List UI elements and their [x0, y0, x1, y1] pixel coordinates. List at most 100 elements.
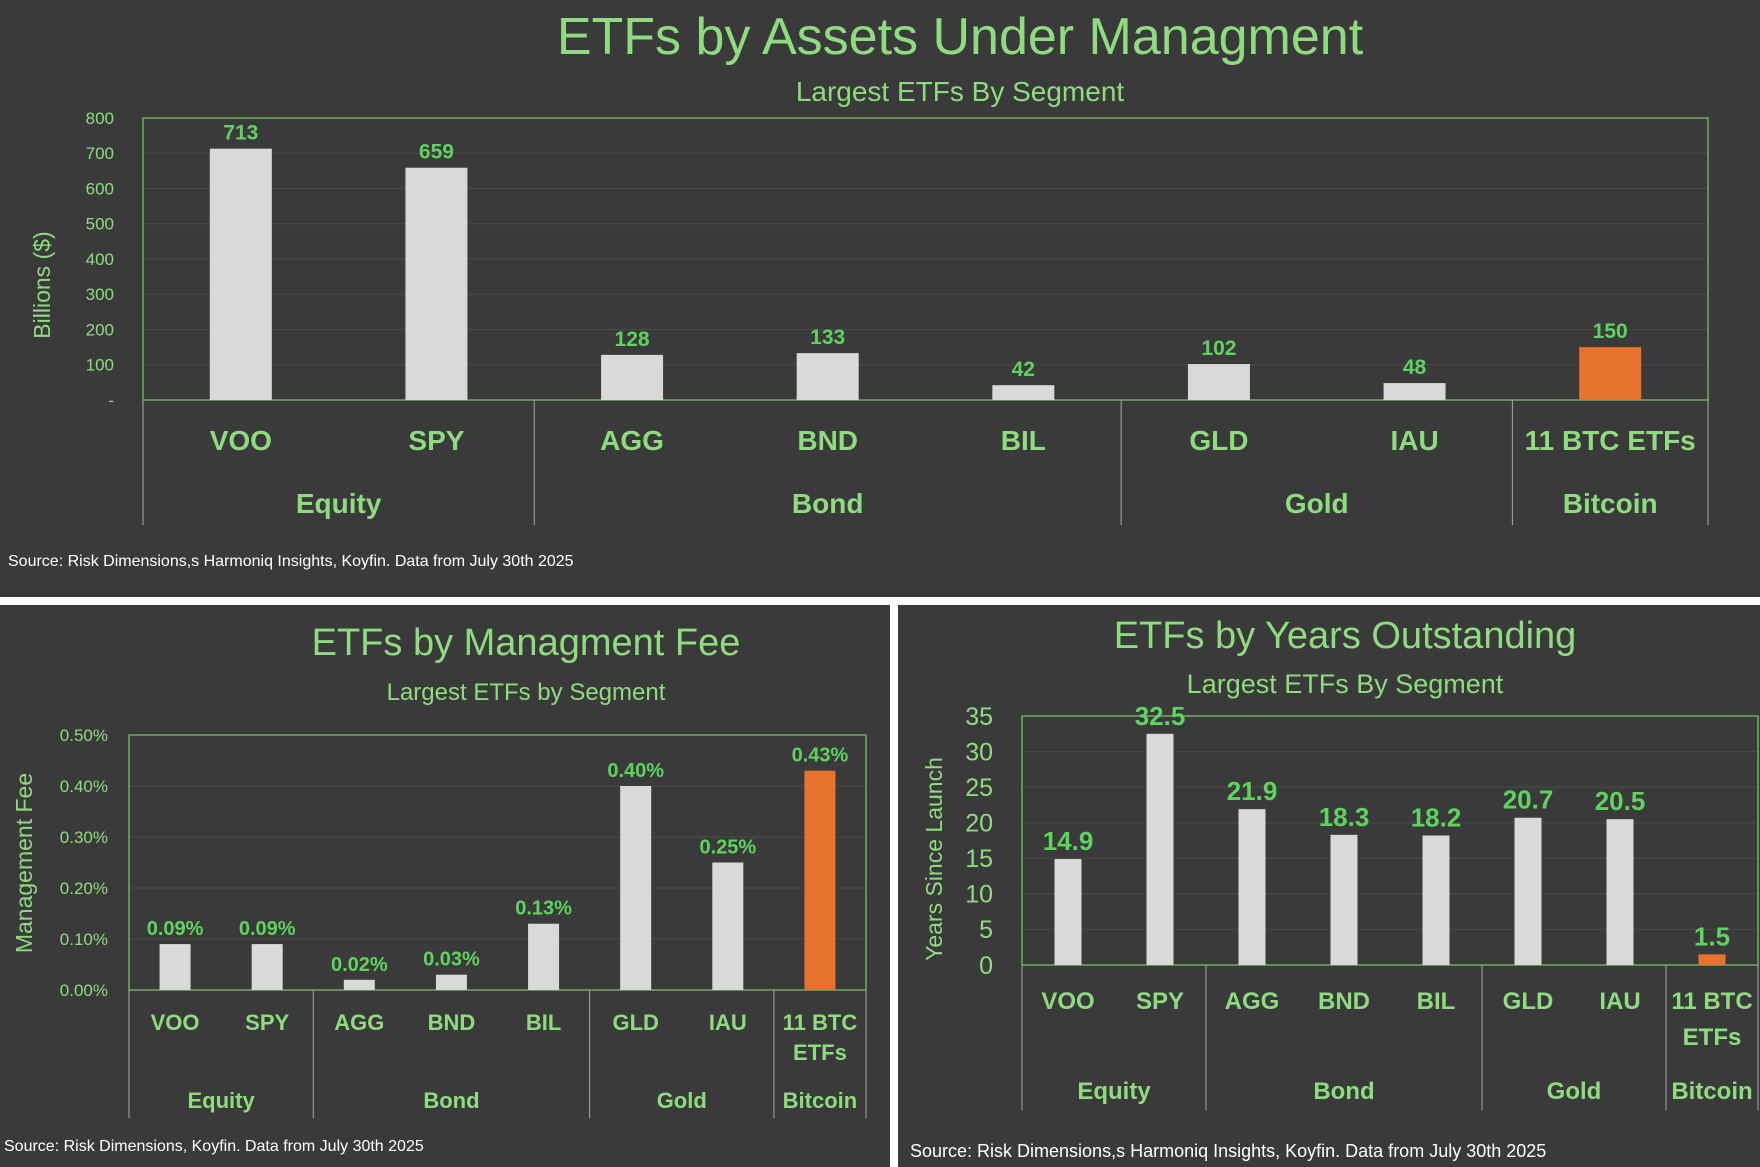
bar-iau	[712, 862, 744, 990]
category-label: VOO	[151, 1010, 200, 1035]
data-label: 18.2	[1411, 803, 1462, 833]
bar-bil	[1422, 835, 1450, 965]
chart-subtitle: Largest ETFs By Segment	[796, 76, 1125, 107]
bar-agg	[343, 979, 375, 990]
data-label: 0.40%	[607, 760, 664, 782]
years-chart-panel: ETFs by Years Outstanding Largest ETFs By…	[898, 605, 1760, 1167]
category-label: AGG	[334, 1010, 384, 1035]
bar-11-btc-etfs	[804, 770, 836, 990]
bar-11-btc-etfs	[1579, 347, 1642, 400]
y-tick-label: 600	[86, 179, 114, 198]
bar-bnd	[435, 974, 467, 990]
bar-iau	[1383, 383, 1446, 400]
segment-label-bond: Bond	[1313, 1078, 1374, 1105]
category-label-line: 11 BTC	[783, 1010, 858, 1035]
data-label: 133	[810, 326, 845, 349]
bar-gld	[1514, 817, 1542, 965]
category-label: GLD	[1503, 988, 1554, 1015]
source-note: Source: Risk Dimensions,s Harmoniq Insig…	[8, 553, 574, 570]
segment-label-equity: Equity	[188, 1088, 256, 1113]
data-label: 20.5	[1595, 786, 1646, 816]
segment-label-bond: Bond	[423, 1088, 479, 1113]
y-tick-label: 800	[86, 109, 114, 128]
y-tick-label: 35	[965, 703, 993, 731]
bar-bnd	[796, 353, 859, 400]
y-axis-title: Years Since Launch	[921, 757, 947, 961]
category-label: BND	[1318, 988, 1370, 1015]
data-label: 0.03%	[423, 949, 480, 971]
data-label: 1.5	[1694, 921, 1730, 951]
fee-chart-panel: ETFs by Managment Fee Largest ETFs by Seg…	[0, 605, 890, 1167]
category-label: BIL	[1417, 988, 1456, 1015]
data-label: 48	[1403, 356, 1427, 379]
chart-title: ETFs by Years Outstanding	[1114, 615, 1577, 657]
data-label: 21.9	[1227, 776, 1278, 806]
aum-chart-panel: ETFs by Assets Under Managment Largest ET…	[0, 0, 1760, 597]
y-tick-label: 0.20%	[60, 879, 108, 898]
y-tick-label: 30	[965, 738, 993, 766]
data-label: 0.02%	[331, 954, 388, 976]
chart-subtitle: Largest ETFs By Segment	[1187, 669, 1504, 699]
y-tick-label: -	[108, 391, 114, 410]
segment-label-bitcoin: Bitcoin	[783, 1088, 858, 1113]
y-tick-label: 0.30%	[60, 828, 108, 847]
y-tick-label: 500	[86, 215, 114, 234]
data-label: 0.13%	[515, 898, 572, 920]
years-chart: ETFs by Years Outstanding Largest ETFs By…	[910, 615, 1759, 1161]
category-label: SPY	[245, 1010, 289, 1035]
category-label: IAU	[709, 1010, 747, 1035]
bar-gld	[620, 786, 652, 990]
category-label: VOO	[210, 425, 272, 456]
plot-frame	[1021, 715, 1759, 966]
data-label: 42	[1012, 358, 1035, 381]
segment-label-bond: Bond	[792, 488, 864, 519]
chart-title: ETFs by Assets Under Managment	[557, 8, 1364, 66]
category-label: 11 BTC ETFs	[1671, 988, 1752, 1051]
category-label: IAU	[1599, 988, 1640, 1015]
category-label: GLD	[1189, 425, 1248, 456]
category-label: 11 BTC ETFs	[1525, 425, 1696, 456]
bar-voo	[159, 944, 191, 990]
data-label: 0.09%	[239, 918, 296, 940]
category-label: GLD	[612, 1010, 658, 1035]
y-tick-label: 15	[965, 845, 993, 873]
y-tick-label: 5	[979, 916, 993, 944]
y-tick-label: 20	[965, 809, 993, 837]
y-tick-label: 200	[86, 320, 114, 339]
y-tick-label: 300	[86, 285, 114, 304]
category-label: BIL	[526, 1010, 561, 1035]
bar-11-btc-etfs	[1698, 954, 1726, 965]
data-label: 128	[615, 328, 650, 351]
source-note: Source: Risk Dimensions, Koyfin. Data fr…	[4, 1138, 424, 1155]
bar-spy	[1146, 733, 1174, 965]
plot-frame	[128, 734, 867, 991]
data-label: 18.3	[1319, 802, 1370, 832]
fee-chart: ETFs by Managment Fee Largest ETFs by Seg…	[4, 622, 867, 1155]
bar-bil	[992, 385, 1055, 400]
segment-label-gold: Gold	[1547, 1078, 1602, 1105]
aum-chart: ETFs by Assets Under Managment Largest ET…	[8, 8, 1709, 570]
category-label: BND	[797, 425, 858, 456]
category-label-line: 11 BTC	[1671, 988, 1752, 1015]
bar-gld	[1187, 364, 1250, 400]
segment-label-gold: Gold	[1285, 488, 1349, 519]
bar-agg	[1238, 809, 1266, 965]
data-label: 0.25%	[699, 837, 756, 859]
data-label: 659	[419, 141, 454, 164]
bar-bnd	[1330, 834, 1358, 965]
bar-agg	[601, 354, 664, 400]
segment-label-bitcoin: Bitcoin	[1563, 488, 1658, 519]
chart-subtitle: Largest ETFs by Segment	[387, 679, 666, 706]
category-label: BND	[428, 1010, 476, 1035]
y-axis-title: Management Fee	[11, 773, 37, 953]
category-label: SPY	[1136, 988, 1184, 1015]
category-label: AGG	[1225, 988, 1280, 1015]
category-label: VOO	[1041, 988, 1094, 1015]
y-tick-label: 25	[965, 774, 993, 802]
data-label: 32.5	[1135, 701, 1186, 731]
category-label-line: ETFs	[1683, 1024, 1742, 1051]
bar-spy	[405, 167, 468, 400]
segment-label-equity: Equity	[1077, 1078, 1151, 1105]
source-note: Source: Risk Dimensions,s Harmoniq Insig…	[910, 1141, 1546, 1161]
data-label: 150	[1593, 320, 1628, 343]
